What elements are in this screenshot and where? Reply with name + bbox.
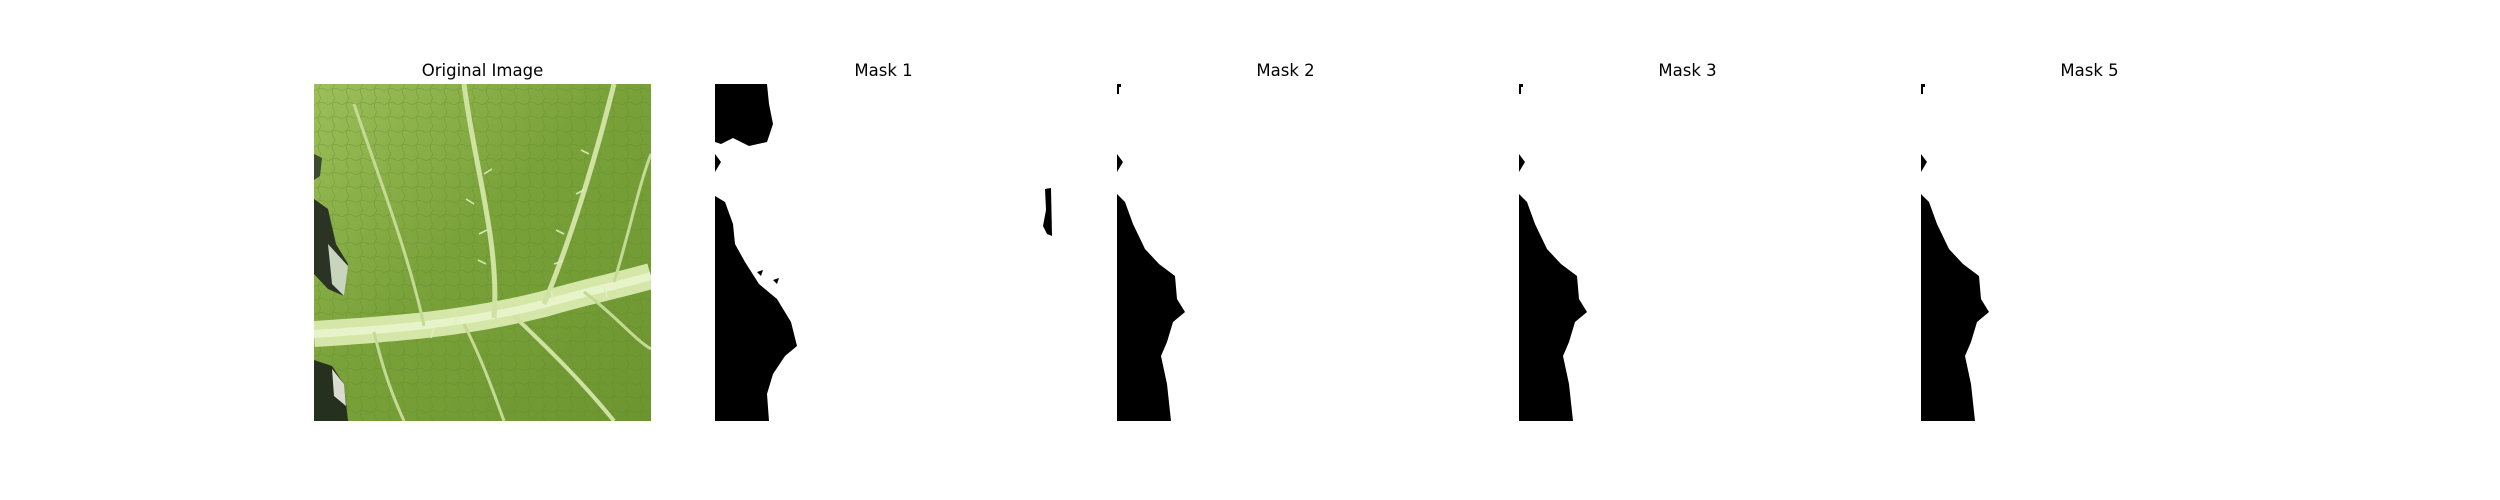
mask-image [1519,84,1856,421]
panel-title: Original Image [314,60,651,82]
panel-mask-1: Mask 1 [715,60,1052,421]
panel-mask-2: Mask 2 [1117,60,1454,421]
panel-mask-5: Mask 5 [1921,60,2258,421]
panel-mask-3: Mask 3 [1519,60,1856,421]
mask-image [1921,84,2258,421]
panel-title: Mask 3 [1519,60,1856,82]
leaf-photo [314,84,651,421]
mask-image [715,84,1052,421]
panel-original-image: Original Image [314,60,651,421]
panel-title: Mask 1 [715,60,1052,82]
panel-title: Mask 2 [1117,60,1454,82]
panel-title: Mask 5 [1921,60,2258,82]
mask-image [1117,84,1454,421]
